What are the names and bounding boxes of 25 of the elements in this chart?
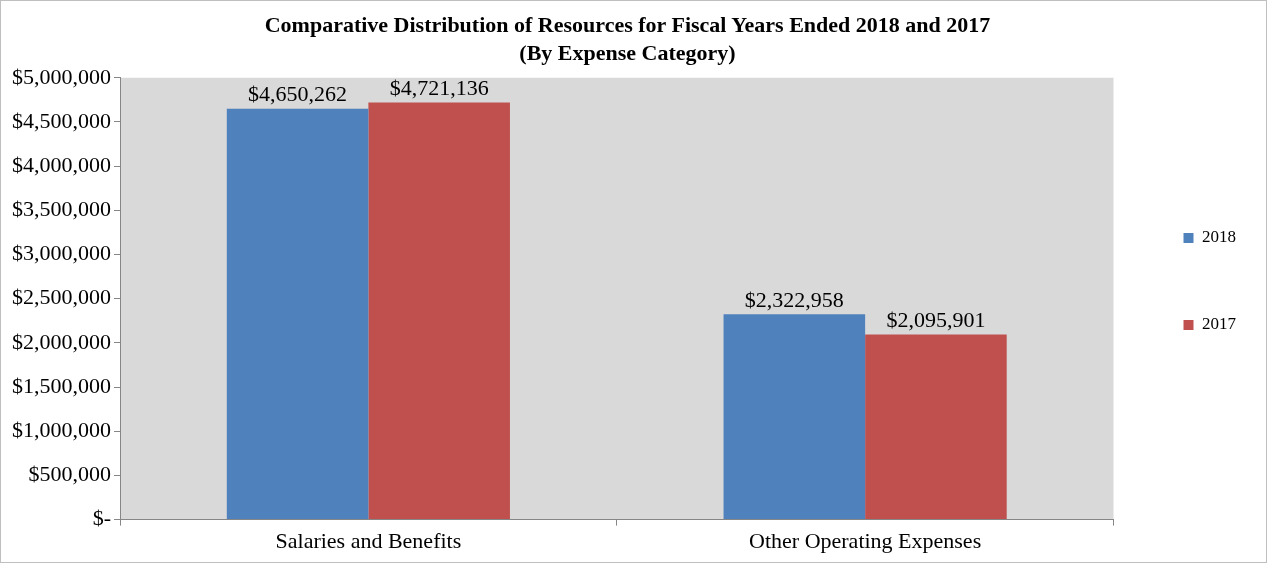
y-tick-label: $4,000,000 xyxy=(12,151,111,177)
data-label: $4,650,262 xyxy=(248,81,348,107)
data-label: $2,322,958 xyxy=(744,287,844,313)
data-label: $2,095,901 xyxy=(886,307,986,333)
chart-subtitle: (By Expense Category) xyxy=(519,40,736,66)
bar xyxy=(226,108,369,520)
bar xyxy=(368,102,510,520)
y-tick-label: $3,500,000 xyxy=(12,196,111,222)
y-tick-label: $- xyxy=(92,505,111,531)
legend-label: 2018 xyxy=(1202,227,1236,247)
y-tick-label: $3,000,000 xyxy=(12,240,111,266)
y-tick-label: $1,000,000 xyxy=(12,417,111,443)
legend-label: 2017 xyxy=(1202,314,1237,334)
x-tick-label: Other Operating Expenses xyxy=(749,527,982,553)
bar xyxy=(723,314,866,520)
chart-title: Comparative Distribution of Resources for Fiscal Years Ended 2018 and 2017 xyxy=(264,11,991,37)
data-label: $4,721,136 xyxy=(389,75,489,101)
y-tick-label: $5,000,000 xyxy=(12,63,111,89)
y-tick-label: $2,500,000 xyxy=(12,284,111,310)
y-tick-label: $1,500,000 xyxy=(12,372,111,398)
y-tick-label: $500,000 xyxy=(28,461,111,487)
bar xyxy=(865,334,1007,520)
x-tick-label: Salaries and Benefits xyxy=(275,527,462,553)
y-tick-label: $4,500,000 xyxy=(12,107,111,133)
y-tick-label: $2,000,000 xyxy=(12,328,111,354)
